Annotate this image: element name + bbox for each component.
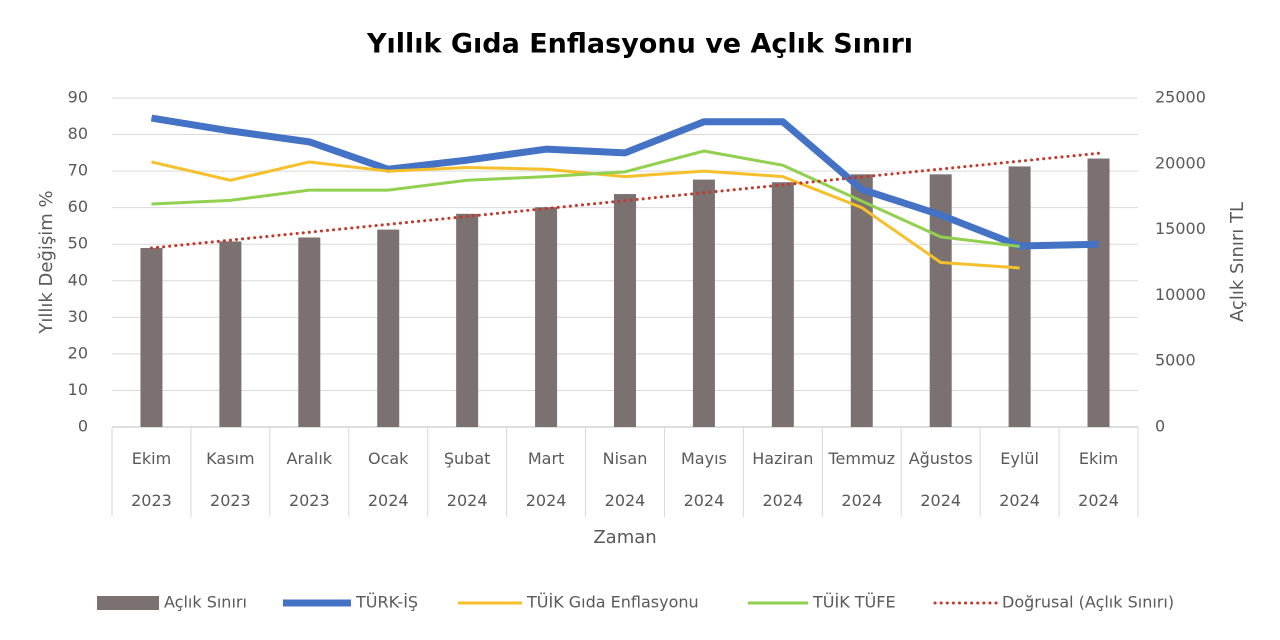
y-tick-label: 60: [68, 197, 88, 216]
legend-swatch: [97, 596, 159, 610]
bar: [219, 241, 242, 427]
y2-tick-label: 5000: [1155, 351, 1196, 370]
legend-label: TÜİK Gıda Enflasyonu: [526, 593, 699, 612]
x-tick-label: Ekim 2023: [131, 449, 172, 510]
x-tick-label: Nisan 2024: [602, 449, 648, 510]
y2-tick-label: 0: [1155, 417, 1165, 436]
bar: [377, 229, 400, 427]
y2-tick-label: 25000: [1155, 88, 1206, 107]
trend-line: [149, 151, 1101, 250]
x-tick-label: Ağustos 2024: [908, 449, 973, 510]
x-tick-label: Kasım 2023: [206, 449, 255, 510]
y2-tick-label: 15000: [1155, 219, 1206, 238]
y-tick-label: 0: [78, 417, 88, 436]
bar: [850, 174, 873, 427]
y-tick-label: 20: [68, 343, 88, 362]
y-tick-label: 40: [68, 270, 88, 289]
y2-tick-label: 10000: [1155, 285, 1206, 304]
x-tick-label: Temmuz 2024: [828, 449, 896, 510]
y-tick-label: 90: [68, 88, 88, 107]
y-tick-label: 10: [68, 380, 88, 399]
bar: [456, 213, 479, 427]
chart-title: Yıllık Gıda Enflasyonu ve Açlık Sınırı: [366, 29, 913, 60]
x-tick-label: Aralık 2023: [286, 449, 333, 510]
legend-label: Doğrusal (Açlık Sınırı): [1002, 593, 1174, 612]
bar: [298, 237, 321, 427]
line: [150, 114, 1099, 250]
y-tick-label: 70: [68, 161, 88, 180]
line: [151, 149, 1020, 248]
bar: [140, 248, 163, 427]
y-axis-title: Yıllık Değişim %: [36, 190, 57, 334]
bar: [614, 194, 636, 427]
x-tick-label: Şubat 2024: [443, 449, 491, 510]
x-tick-label: Mayıs 2024: [680, 449, 727, 510]
y-tick-label: 50: [68, 234, 88, 253]
bar: [1087, 158, 1110, 427]
x-tick-label: Haziran 2024: [752, 449, 814, 510]
bar: [1008, 166, 1031, 427]
y2-axis-title: Açlık Sınırı TL: [1227, 202, 1248, 322]
x-axis-title: Zaman: [593, 527, 656, 548]
x-tick-label: Mart 2024: [525, 449, 567, 510]
legend-label: Açlık Sınırı: [164, 593, 247, 612]
y2-tick-label: 20000: [1155, 153, 1206, 172]
y-tick-label: 80: [68, 124, 88, 143]
legend-label: TÜİK TÜFE: [812, 593, 896, 612]
x-tick-label: Ekim 2024: [1078, 449, 1119, 510]
y-tick-label: 30: [68, 307, 88, 326]
bar: [771, 182, 794, 427]
bar: [692, 179, 715, 427]
x-tick-label: Ocak 2024: [367, 449, 409, 510]
legend-label: TÜRK-İŞ: [355, 593, 418, 612]
x-tick-label: Eylül 2024: [999, 449, 1040, 510]
bar: [535, 207, 558, 427]
